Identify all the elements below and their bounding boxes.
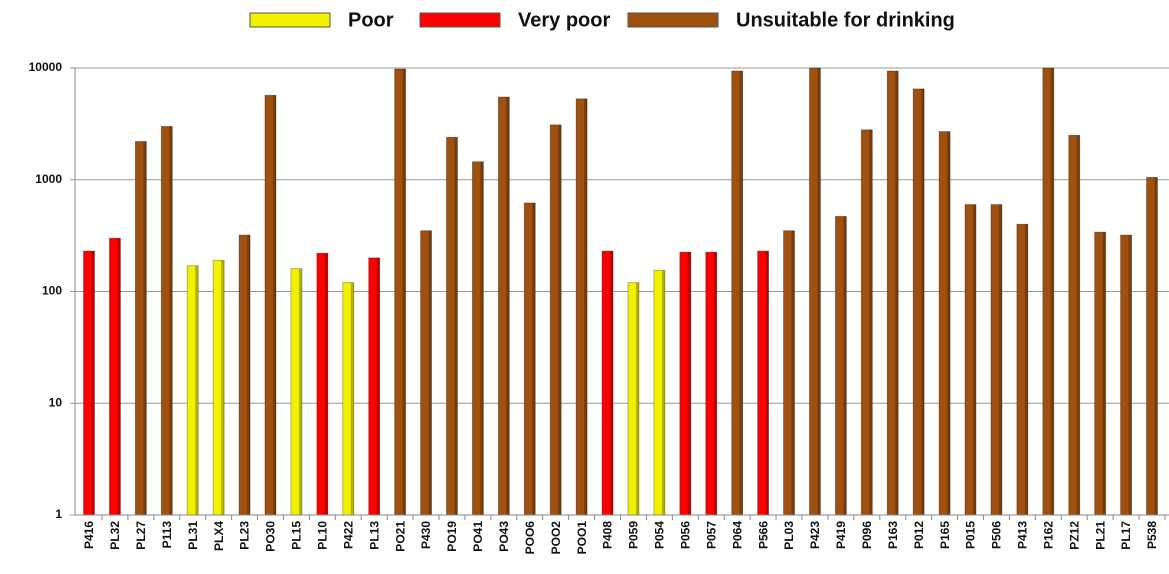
bar-shade <box>869 129 873 515</box>
x-tick-label: PL17 <box>1119 521 1133 550</box>
x-tick-label: PL31 <box>186 521 200 550</box>
x-tick-label: PO21 <box>393 521 407 552</box>
x-tick-label: P012 <box>912 521 926 549</box>
bar-shade <box>428 230 432 516</box>
x-tick-label: PL10 <box>316 521 330 550</box>
y-tick-label: 1 <box>55 507 62 521</box>
x-tick-label: POO6 <box>523 521 537 555</box>
bar-shade <box>635 282 639 515</box>
bar-shade <box>532 202 536 515</box>
bar-shade <box>506 97 510 516</box>
x-tick-label: P423 <box>808 521 822 549</box>
x-tick-label: P162 <box>1041 521 1055 549</box>
x-tick-label: P413 <box>1016 521 1030 549</box>
x-tick-label: PL03 <box>782 521 796 550</box>
x-tick-label: P538 <box>1145 521 1159 549</box>
y-tick-label: 10 <box>49 395 63 409</box>
bar-shade <box>272 95 276 516</box>
legend-swatch <box>249 12 331 28</box>
x-tick-label: PL13 <box>367 521 381 550</box>
x-tick-label: P096 <box>860 521 874 549</box>
x-tick-label: PL15 <box>290 521 304 550</box>
legend-swatch <box>627 12 719 28</box>
bar-shade <box>376 257 380 515</box>
legend-label: Very poor <box>518 9 610 31</box>
bar-shade <box>1154 177 1158 516</box>
bar-shade <box>195 265 199 515</box>
bar-shade <box>791 230 795 516</box>
x-tick-label: P056 <box>678 521 692 549</box>
legend-swatch <box>419 12 501 28</box>
bar-shade <box>843 216 847 515</box>
bar-shade <box>1024 224 1028 516</box>
x-tick-label: PO19 <box>445 521 459 552</box>
y-tick-label: 1000 <box>35 172 62 186</box>
bar-shade <box>143 141 147 516</box>
bar-shade <box>117 238 121 515</box>
x-tick-label: POO2 <box>549 521 563 555</box>
bar-shade <box>661 270 665 515</box>
x-tick-label: PL27 <box>134 521 148 550</box>
bar-shade <box>1128 235 1132 515</box>
bar-shade <box>584 98 588 516</box>
bar-shade <box>402 68 406 516</box>
bar-shade <box>221 260 225 515</box>
bar-shade <box>947 131 951 515</box>
bar-shade <box>1050 68 1054 515</box>
x-tick-label: P566 <box>756 521 770 549</box>
x-tick-label: PO43 <box>497 521 511 552</box>
x-tick-label: P059 <box>627 521 641 549</box>
bar-shade <box>1076 135 1080 515</box>
legend-label: Unsuitable for drinking <box>736 9 955 31</box>
x-tick-label: P416 <box>82 521 96 549</box>
x-tick-label: P054 <box>653 521 667 549</box>
x-tick-label: P163 <box>886 521 900 549</box>
x-tick-label: P057 <box>704 521 718 549</box>
x-tick-label: P064 <box>730 521 744 549</box>
bar-shade <box>998 204 1002 515</box>
bar-shade <box>765 251 769 516</box>
x-tick-label: P165 <box>938 521 952 549</box>
x-tick-label: P408 <box>601 521 615 549</box>
bar-shade <box>350 282 354 515</box>
legend-label: Poor <box>348 9 394 31</box>
x-tick-label: P419 <box>834 521 848 549</box>
x-tick-label: P015 <box>964 521 978 549</box>
x-tick-label: PO41 <box>471 521 485 552</box>
bar-shade <box>1102 232 1106 515</box>
bar-shade <box>610 251 614 516</box>
bar-shade <box>324 253 328 516</box>
bar-shade <box>687 252 691 515</box>
x-tick-label: PL23 <box>238 521 252 550</box>
y-tick-label: 100 <box>42 284 62 298</box>
bar-shade <box>713 252 717 515</box>
bar-shade <box>739 71 743 515</box>
bar-shade <box>480 161 484 515</box>
x-tick-label: P430 <box>419 521 433 549</box>
bar-shade <box>921 88 925 516</box>
y-tick-label: 10000 <box>29 60 63 74</box>
x-tick-label: P506 <box>990 521 1004 549</box>
bar-shade <box>91 251 95 516</box>
bar-shade <box>169 126 173 515</box>
bar-shade <box>895 71 899 515</box>
x-tick-label: PO30 <box>264 521 278 552</box>
x-tick-label: PL21 <box>1093 521 1107 550</box>
x-tick-label: P113 <box>160 521 174 549</box>
x-tick-label: PLX4 <box>212 521 226 551</box>
x-tick-label: PZ12 <box>1067 521 1081 550</box>
x-tick-label: PL32 <box>108 521 122 550</box>
bar-shade <box>454 137 458 515</box>
bar-shade <box>973 204 977 515</box>
bar-shade <box>558 124 562 515</box>
bar-shade <box>298 268 302 515</box>
x-tick-label: POO1 <box>575 521 589 555</box>
x-tick-label: P422 <box>341 521 355 549</box>
bar-shade <box>817 68 821 515</box>
bar-shade <box>247 235 251 515</box>
